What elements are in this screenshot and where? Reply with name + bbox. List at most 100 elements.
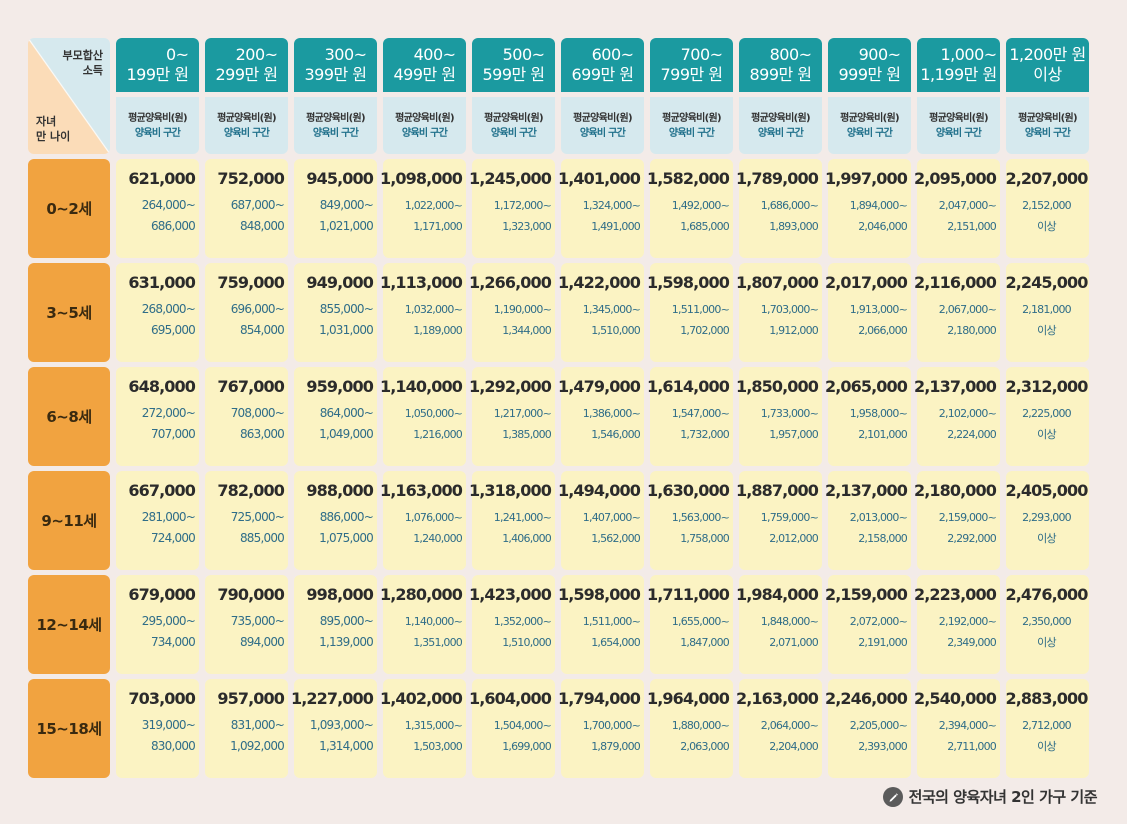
average-cost: 679,000 [128,585,195,604]
age-label-line: 만 나이 [36,130,71,143]
cost-range-start: 268,000~ [141,302,196,316]
average-cost: 1,163,000 [380,481,463,500]
average-cost: 1,292,000 [469,377,552,396]
average-cost: 782,000 [217,481,284,500]
cost-range-end: 2,158,000 [858,532,908,545]
average-cost: 957,000 [217,689,284,708]
cost-range-label: 양육비 구간 [757,127,804,139]
cost-range-end: 1,510,000 [591,324,641,337]
income-bracket-header: 800~ 899만 원 [739,38,822,92]
bracket-line: 0~ [165,45,189,64]
average-cost: 1,984,000 [736,585,819,604]
cost-range-end: 1,893,000 [769,220,819,233]
cost-range-end: 1,491,000 [591,220,641,233]
cost-cell: 959,000 864,000~ 1,049,000 [294,367,377,466]
cost-range-end: 2,063,000 [680,740,730,753]
cost-range-start: 2,350,000 [1022,615,1072,628]
cost-cell: 2,137,000 2,013,000~ 2,158,000 [825,471,911,570]
cost-cell: 1,604,000 1,504,000~ 1,699,000 [469,679,555,778]
bracket-line: 이상 [1033,65,1062,84]
cost-range-start: 2,072,000~ [849,615,908,628]
cost-cell: 1,984,000 1,848,000~ 2,071,000 [736,575,822,674]
column-subheader: 평균양육비(원) 양육비 구간 [828,97,911,154]
cost-range-end: 이상 [1037,636,1056,649]
cost-range-end: 863,000 [239,427,285,441]
cost-cell: 945,000 849,000~ 1,021,000 [294,159,377,258]
cost-range-end: 1,385,000 [502,428,552,441]
bracket-line: 300~ [324,45,367,64]
average-cost: 1,098,000 [380,169,463,188]
cost-range-start: 1,848,000~ [760,615,819,628]
bracket-line: 900~ [858,45,901,64]
cost-cell: 703,000 319,000~ 830,000 [116,679,199,778]
average-cost: 998,000 [306,585,373,604]
cost-range-end: 2,066,000 [858,324,908,337]
cost-range-end: 1,957,000 [769,428,819,441]
cost-range-label: 양육비 구간 [935,127,982,139]
average-cost: 667,000 [128,481,195,500]
average-cost: 1,280,000 [380,585,463,604]
income-bracket-text: 200~ 299만 원 [215,45,278,85]
avg-cost-label: 평균양육비(원) [128,112,187,124]
income-bracket-text: 1,200만 원 이상 [1009,45,1086,85]
average-cost: 2,017,000 [825,273,908,292]
avg-cost-label: 평균양육비(원) [840,112,899,124]
table-corner-header: 부모합산 소득 자녀 만 나이 [28,38,110,154]
footnote-text: 전국의 양육자녀 2인 가구 기준 [908,788,1098,806]
cost-range-start: 1,324,000~ [582,199,641,212]
cost-range-start: 2,159,000~ [938,511,997,524]
cost-range-end: 1,139,000 [319,635,374,649]
cost-cell: 1,850,000 1,733,000~ 1,957,000 [736,367,822,466]
cost-cell: 1,292,000 1,217,000~ 1,385,000 [469,367,555,466]
avg-cost-label: 평균양육비(원) [929,112,988,124]
bracket-line: 599만 원 [482,65,545,84]
cost-range-end: 707,000 [150,427,196,441]
income-bracket-header: 0~ 199만 원 [116,38,199,92]
cost-cell: 667,000 281,000~ 724,000 [116,471,199,570]
cost-cell: 1,422,000 1,345,000~ 1,510,000 [558,263,644,362]
average-cost: 2,883,000 [1005,689,1089,708]
average-cost: 1,630,000 [647,481,730,500]
age-row-label: 15~18세 [28,679,110,778]
bracket-line: 800~ [769,45,812,64]
column-subheader: 평균양육비(원) 양육비 구간 [294,97,377,154]
cost-cell: 2,405,000 2,293,000 이상 [1006,471,1089,570]
cost-range-label: 양육비 구간 [579,127,626,139]
cost-cell: 1,140,000 1,050,000~ 1,216,000 [380,367,466,466]
cost-range-end: 1,240,000 [413,532,463,545]
income-bracket-text: 400~ 499만 원 [393,45,456,85]
cost-range-start: 1,703,000~ [760,303,819,316]
average-cost: 1,318,000 [469,481,552,500]
cost-range-end: 2,204,000 [769,740,819,753]
cost-cell: 1,266,000 1,190,000~ 1,344,000 [469,263,555,362]
average-cost: 790,000 [217,585,284,604]
cost-range-end: 2,711,000 [947,740,997,753]
cost-range-end: 1,699,000 [502,740,552,753]
cost-range-end: 854,000 [239,323,285,337]
income-bracket-text: 300~ 399만 원 [304,45,367,85]
cost-cell: 1,807,000 1,703,000~ 1,912,000 [736,263,822,362]
cost-cell: 2,207,000 2,152,000 이상 [1006,159,1089,258]
cost-range-start: 1,172,000~ [493,199,552,212]
cost-cell: 648,000 272,000~ 707,000 [116,367,199,466]
cost-cell: 767,000 708,000~ 863,000 [205,367,288,466]
average-cost: 1,887,000 [736,481,819,500]
cost-range-end: 1,314,000 [319,739,374,753]
cost-range-start: 1,511,000~ [582,615,641,628]
cost-range-start: 281,000~ [141,510,196,524]
cost-range-start: 2,067,000~ [938,303,997,316]
average-cost: 2,116,000 [914,273,997,292]
bracket-line: 699만 원 [571,65,634,84]
income-bracket-header: 500~ 599만 원 [472,38,555,92]
column-subheader: 평균양육비(원) 양육비 구간 [561,97,644,154]
cost-cell: 2,065,000 1,958,000~ 2,101,000 [825,367,911,466]
average-cost: 2,163,000 [736,689,819,708]
bracket-line: 399만 원 [304,65,367,84]
average-cost: 2,540,000 [914,689,997,708]
cost-range-end: 1,758,000 [680,532,730,545]
cost-range-start: 2,205,000~ [849,719,908,732]
average-cost: 949,000 [306,273,373,292]
cost-range-end: 1,406,000 [502,532,552,545]
cost-cell: 2,180,000 2,159,000~ 2,292,000 [914,471,1000,570]
cost-range-start: 1,880,000~ [671,719,730,732]
